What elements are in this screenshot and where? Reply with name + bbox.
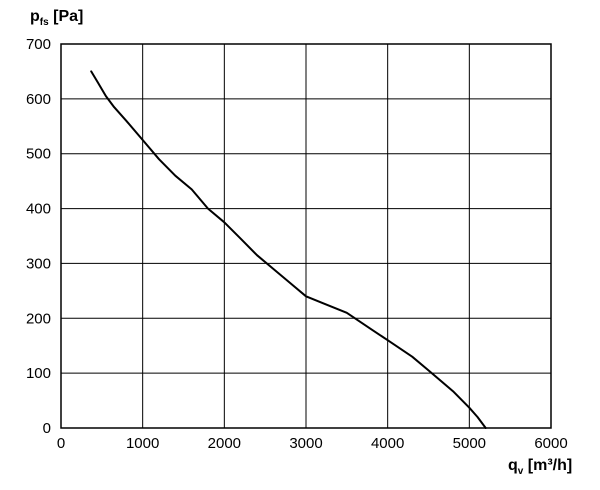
grid [60, 43, 552, 429]
y-tick-label: 700 [26, 36, 51, 53]
x-tick-labels: 0 1000 2000 3000 4000 5000 6000 [57, 435, 568, 452]
x-tick-label: 5000 [453, 435, 486, 452]
x-tick-label: 4000 [371, 435, 404, 452]
y-axis-title: pfs [Pa] [30, 8, 83, 28]
x-axis-title-unit: [m³/h] [523, 457, 572, 474]
y-tick-label: 100 [26, 365, 51, 382]
plot-frame [60, 43, 552, 429]
y-tick-label: 600 [26, 91, 51, 108]
x-tick-label: 0 [57, 435, 65, 452]
x-axis-title: qv [m³/h] [508, 457, 572, 477]
x-tick-label: 2000 [208, 435, 241, 452]
series-line [90, 70, 487, 429]
y-tick-label: 400 [26, 201, 51, 218]
x-axis-title-main: q [508, 457, 518, 474]
y-tick-label: 500 [26, 146, 51, 163]
x-axis-title-sub: v [518, 466, 524, 477]
y-tick-labels: 0 100 200 300 400 500 600 700 [26, 36, 51, 437]
x-tick-label: 6000 [534, 435, 567, 452]
y-axis-title-sub: fs [40, 17, 49, 28]
y-axis-title-unit: [Pa] [49, 8, 84, 25]
x-tick-label: 3000 [289, 435, 322, 452]
y-tick-label: 200 [26, 310, 51, 327]
y-axis-title-main: p [30, 8, 40, 25]
x-tick-label: 1000 [126, 435, 159, 452]
series-group [90, 70, 487, 429]
y-tick-label: 0 [43, 420, 51, 437]
y-tick-label: 300 [26, 255, 51, 272]
